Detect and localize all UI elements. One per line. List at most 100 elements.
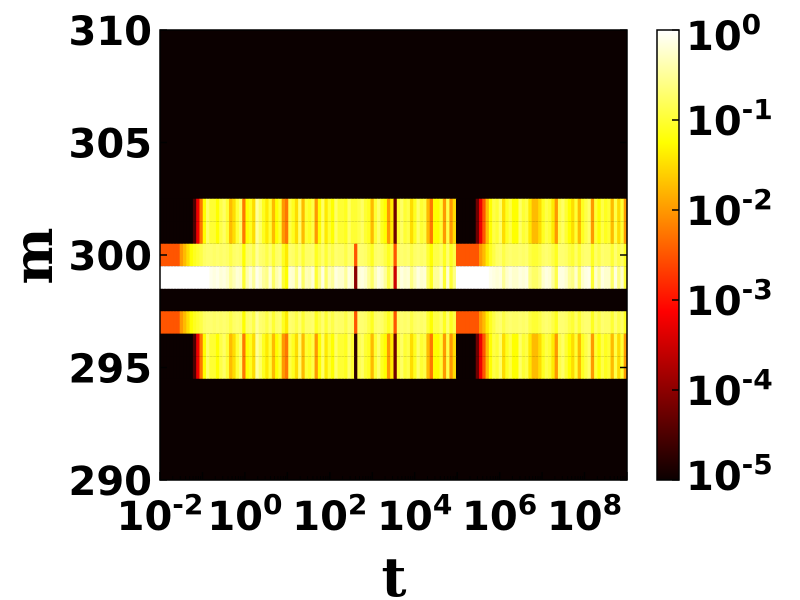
heatmap-cell (298, 311, 303, 334)
heatmap-cell (347, 266, 352, 289)
heatmap-cell (350, 356, 355, 379)
heatmap-cell (452, 311, 457, 334)
heatmap-cell (446, 356, 451, 379)
heatmap-cell (580, 243, 585, 267)
heatmap-cell (580, 266, 585, 289)
heatmap-cell (281, 221, 286, 244)
heatmap-cell (623, 311, 628, 334)
heatmap-cell (163, 333, 168, 357)
heatmap-cell (515, 243, 520, 267)
heatmap-cell (232, 356, 237, 379)
heatmap-cell (594, 356, 598, 379)
heatmap-cell (179, 311, 184, 334)
heatmap-cell (301, 266, 306, 289)
heatmap-cell (564, 266, 569, 289)
heatmap-cell (278, 311, 283, 334)
heatmap-cell (436, 311, 441, 334)
heatmap-cell (327, 333, 332, 357)
heatmap-cell (554, 311, 559, 334)
heatmap-cell (498, 266, 503, 289)
heatmap-cell (248, 198, 253, 222)
heatmap-cell (498, 333, 503, 357)
heatmap-cell (284, 333, 289, 357)
heatmap-cell (357, 333, 362, 357)
heatmap-cell (426, 333, 431, 357)
heatmap-cell (235, 333, 240, 357)
heatmap-cell (225, 311, 230, 334)
heatmap-cell (235, 198, 240, 222)
heatmap-cell (449, 356, 454, 379)
heatmap-cell (442, 198, 447, 222)
heatmap-cell (521, 266, 526, 289)
heatmap-cell (485, 311, 490, 334)
heatmap-cell (173, 243, 178, 267)
heatmap-cell (169, 221, 174, 244)
heatmap-cell (317, 198, 322, 222)
heatmap-cell (278, 198, 283, 222)
heatmap-cell (307, 243, 312, 267)
heatmap-cell (386, 356, 391, 379)
heatmap-cell (176, 221, 181, 244)
heatmap-cell (344, 356, 349, 379)
heatmap-cell (462, 333, 467, 357)
heatmap-cell (215, 243, 220, 267)
heatmap-cell (258, 221, 263, 244)
heatmap-cell (541, 221, 546, 244)
heatmap-cell (337, 243, 342, 267)
heatmap-cell (574, 356, 579, 379)
heatmap-cell (617, 243, 622, 267)
heatmap-cell (350, 333, 355, 357)
heatmap-cell (324, 198, 329, 222)
heatmap-cell (515, 356, 520, 379)
heatmap-cell (600, 311, 605, 334)
heatmap-cell (511, 243, 516, 267)
heatmap-cell (567, 333, 572, 357)
heatmap-cell (406, 356, 411, 379)
heatmap-cell (354, 198, 358, 222)
heatmap-cell (278, 243, 283, 267)
heatmap-cell (485, 243, 490, 267)
heatmap-cell (268, 333, 273, 357)
heatmap-cell (567, 243, 572, 267)
heatmap-cell (446, 333, 451, 357)
heatmap-cell (459, 333, 464, 357)
heatmap-cell (594, 266, 598, 289)
heatmap-cell (416, 221, 421, 244)
heatmap-cell (390, 333, 395, 357)
heatmap-cell (528, 333, 533, 357)
heatmap-cell (577, 243, 582, 267)
heatmap-cell (544, 198, 549, 222)
heatmap-cell (492, 243, 497, 267)
heatmap-cell (531, 198, 536, 222)
heatmap-cell (538, 198, 543, 222)
heatmap-cell (439, 198, 444, 222)
heatmap-cell (393, 333, 398, 357)
heatmap-cell (255, 333, 260, 357)
heatmap-cell (603, 311, 608, 334)
x-tick-exponent: 4 (433, 488, 452, 521)
heatmap-cell (324, 356, 329, 379)
heatmap-cell (255, 221, 260, 244)
heatmap-cell (340, 311, 345, 334)
heatmap-cell (245, 243, 250, 267)
heatmap-cell (265, 333, 270, 357)
heatmap-cell (212, 221, 217, 244)
heatmap-cell (212, 266, 217, 289)
heatmap-cell (551, 198, 556, 222)
heatmap-cell (534, 243, 539, 267)
heatmap-cell (189, 198, 194, 222)
heatmap-cell (261, 333, 266, 357)
heatmap-cell (196, 311, 201, 334)
heatmap-cell (311, 356, 316, 379)
heatmap-cell (281, 198, 286, 222)
heatmap-cell (284, 266, 289, 289)
heatmap-cell (416, 266, 421, 289)
heatmap-cell (613, 333, 618, 357)
heatmap-cell (238, 333, 243, 357)
heatmap-cell (442, 243, 447, 267)
heatmap-cell (393, 266, 398, 289)
heatmap-cell (607, 198, 612, 222)
heatmap-cell (370, 356, 375, 379)
heatmap-cell (179, 243, 184, 267)
heatmap-cell (502, 221, 506, 244)
